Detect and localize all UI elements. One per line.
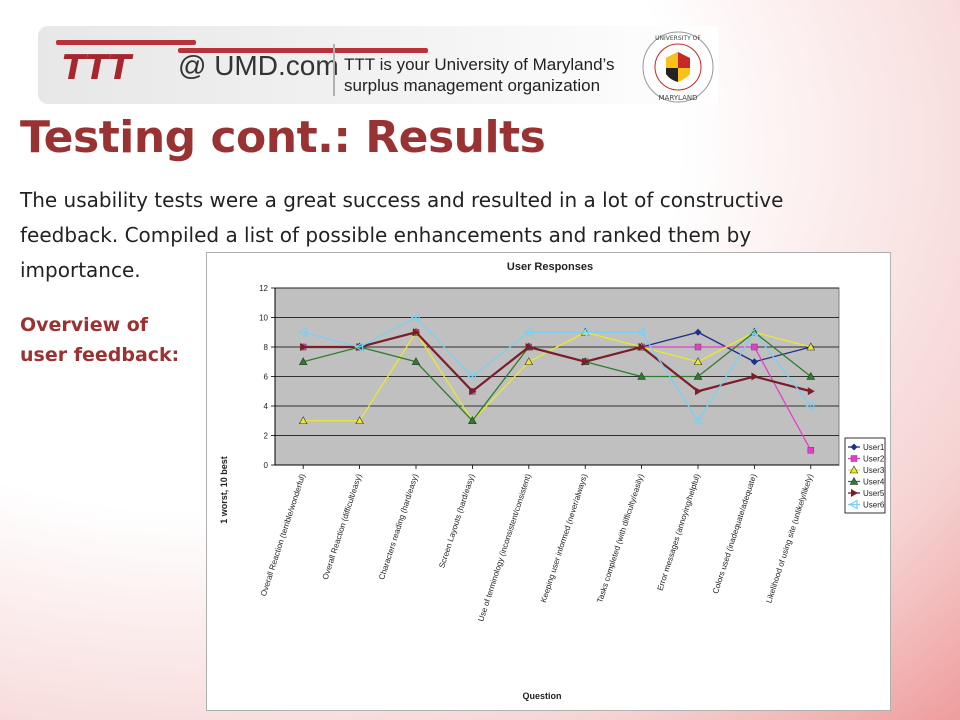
data-point-user2 bbox=[807, 447, 815, 454]
intro-paragraph: The usability tests were a great success… bbox=[20, 188, 784, 282]
series-line-user6 bbox=[303, 316, 812, 422]
data-point-user3 bbox=[355, 416, 364, 425]
data-point-user5 bbox=[638, 343, 646, 351]
series-line-user5 bbox=[303, 331, 812, 393]
umd-logo-text: @ UMD.com bbox=[178, 50, 339, 81]
data-point-user6 bbox=[297, 327, 307, 338]
x-tick-label: Likelihood of using site (unlikely/likel… bbox=[764, 473, 814, 605]
y-tick-label: 6 bbox=[264, 373, 269, 382]
data-point-user4 bbox=[693, 371, 703, 380]
data-point-user3 bbox=[806, 342, 816, 351]
data-point-user4 bbox=[637, 371, 646, 380]
data-point-user6 bbox=[354, 341, 364, 353]
data-point-user5 bbox=[469, 387, 477, 396]
data-point-user6 bbox=[636, 327, 646, 338]
y-tick-label: 8 bbox=[264, 343, 269, 352]
data-point-user4 bbox=[806, 371, 816, 380]
banner-stripe bbox=[56, 40, 196, 45]
data-point-user4 bbox=[468, 416, 477, 425]
data-point-user6 bbox=[805, 400, 815, 412]
y-tick-label: 4 bbox=[264, 402, 269, 411]
data-point-user1 bbox=[694, 328, 702, 336]
data-point-user6 bbox=[467, 371, 476, 382]
x-tick-label: Keeping user informed (never/always) bbox=[539, 473, 589, 604]
data-point-user5 bbox=[413, 328, 420, 337]
y-tick-label: 10 bbox=[259, 314, 268, 323]
chart-xlabel: Question bbox=[522, 691, 561, 701]
y-tick-label: 12 bbox=[259, 284, 268, 293]
x-tick-label: Use of terminology (inconsistent/consist… bbox=[476, 473, 532, 623]
chart-svg: User Responses 1 worst, 10 best Question… bbox=[219, 261, 886, 701]
data-point-user6 bbox=[523, 327, 533, 338]
slide-title: Testing cont.: Results bbox=[20, 112, 546, 163]
legend-marker-user6 bbox=[848, 499, 858, 510]
data-point-user6 bbox=[579, 327, 589, 338]
header-banner bbox=[38, 26, 718, 104]
data-point-user5 bbox=[582, 357, 590, 366]
y-tick-label: 2 bbox=[264, 432, 269, 441]
y-tick-label: 0 bbox=[264, 461, 269, 470]
x-tick-label: Screen Layouts (hard/easy) bbox=[437, 473, 476, 570]
seal-text-top: UNIVERSITY OF bbox=[655, 35, 701, 42]
legend-marker-user3 bbox=[849, 465, 859, 474]
legend-marker-user2 bbox=[850, 455, 858, 462]
x-tick-label: Overall Reaction (difficult/easy) bbox=[321, 473, 364, 581]
x-tick-label: Characters reading (hard/easy) bbox=[377, 473, 420, 581]
chart-title: User Responses bbox=[507, 261, 593, 273]
x-tick-label: Overall Reaction (terrible/wonderful) bbox=[259, 473, 307, 598]
university-seal: UNIVERSITY OF MARYLAND bbox=[642, 31, 714, 103]
legend-marker-user4 bbox=[849, 476, 859, 485]
chart-ylabel: 1 worst, 10 best bbox=[219, 456, 229, 524]
data-point-user5 bbox=[751, 372, 759, 381]
legend-marker-user5 bbox=[851, 489, 858, 497]
legend-marker-user1 bbox=[850, 443, 858, 451]
data-point-user3 bbox=[693, 357, 703, 366]
data-point-user4 bbox=[411, 357, 421, 366]
legend-label-user3: User3 bbox=[863, 466, 885, 475]
series-line-user3 bbox=[303, 331, 811, 422]
tagline: TTT is your University of Maryland’s sur… bbox=[344, 54, 615, 96]
data-point-user2 bbox=[694, 343, 702, 351]
data-point-user6 bbox=[692, 415, 702, 426]
overview-label: Overview of user feedback: bbox=[20, 314, 180, 366]
data-point-user2 bbox=[751, 343, 758, 351]
x-tick-label: Colors used (inadequate/adequate) bbox=[711, 473, 758, 595]
banner-divider bbox=[333, 44, 335, 96]
legend-label-user6: User6 bbox=[863, 501, 885, 510]
data-point-user5 bbox=[300, 343, 308, 351]
tagline-line1: TTT is your University of Maryland’s bbox=[344, 55, 615, 74]
data-point-user5 bbox=[695, 387, 702, 396]
data-point-user6 bbox=[410, 312, 420, 323]
seal-text-bottom: MARYLAND bbox=[659, 94, 698, 102]
data-point-user5 bbox=[525, 343, 533, 351]
ttt-logo: TTT bbox=[62, 48, 131, 88]
tagline-line2: surplus management organization bbox=[344, 76, 601, 95]
legend-box bbox=[844, 437, 886, 514]
data-point-user5 bbox=[807, 387, 815, 396]
data-point-user6 bbox=[749, 327, 758, 338]
data-point-user4 bbox=[298, 357, 308, 366]
x-tick-label: Tasks completed (with difficulty/easily) bbox=[595, 473, 645, 605]
legend-label-user5: User5 bbox=[863, 489, 885, 498]
x-tick-label: Error messages (annoying/helpful) bbox=[656, 473, 702, 592]
legend-label-user2: User2 bbox=[863, 455, 885, 464]
user-responses-chart: User Responses 1 worst, 10 best Question… bbox=[206, 252, 891, 711]
legend-label-user4: User4 bbox=[863, 478, 885, 487]
legend-label-user1: User1 bbox=[863, 443, 885, 452]
data-point-user3 bbox=[524, 357, 534, 366]
data-point-user1 bbox=[750, 358, 758, 366]
banner-stripe bbox=[178, 48, 428, 53]
data-point-user3 bbox=[298, 416, 308, 425]
